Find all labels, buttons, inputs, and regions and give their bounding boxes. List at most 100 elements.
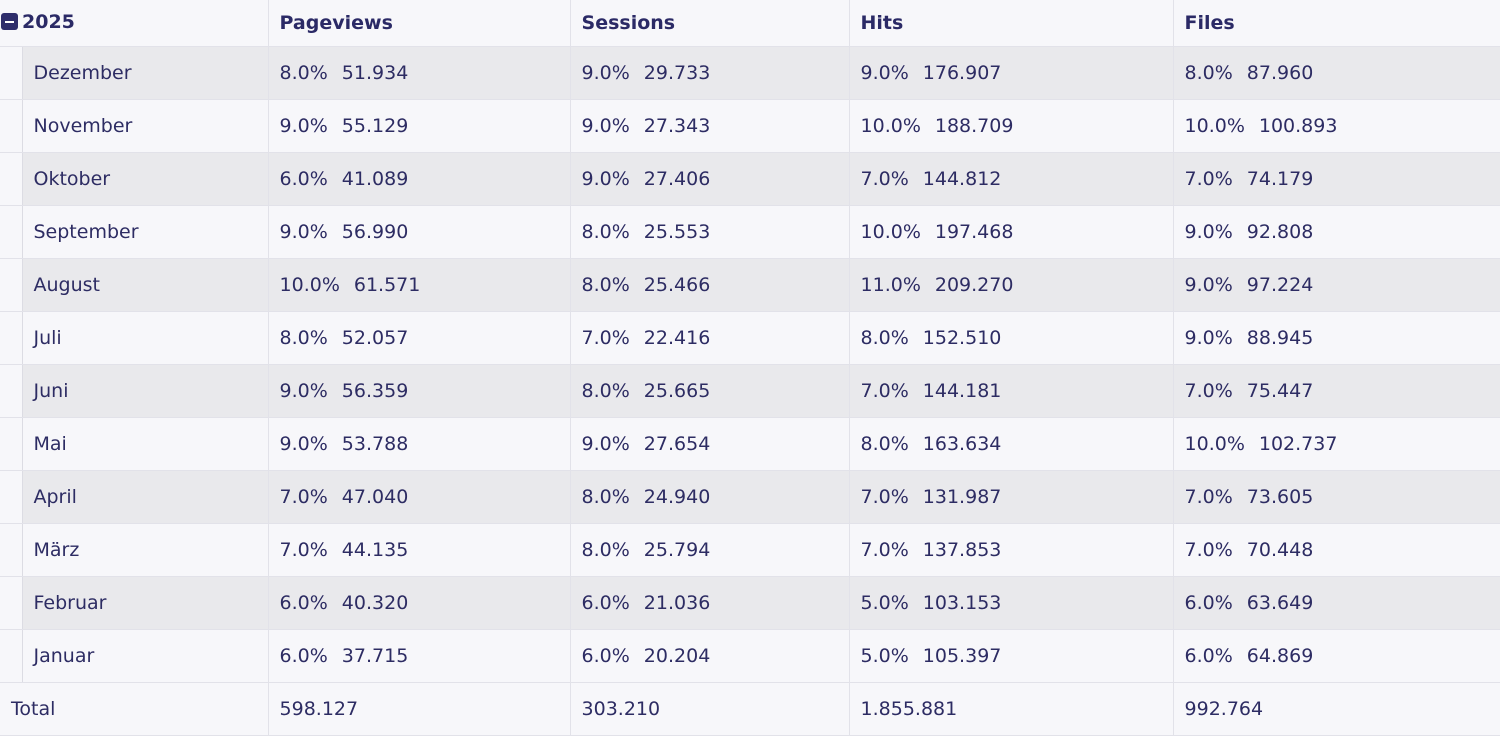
pageviews-percent: 8.0% xyxy=(279,327,328,349)
pageviews-percent: 7.0% xyxy=(279,539,328,561)
table-row[interactable]: April 7.0% 47.040 8.0% 24.940 7.0% 131.987 7.0%… xyxy=(0,470,1500,524)
hits-value: 144.812 xyxy=(922,168,1002,190)
pageviews-cell: 6.0% 37.715 xyxy=(268,629,571,683)
row-indent xyxy=(0,258,23,312)
sessions-value: 27.406 xyxy=(643,168,711,190)
table-row[interactable]: November 9.0% 55.129 9.0% 27.343 10.0% 188.709… xyxy=(0,99,1500,153)
table-header-row: 2025 Pageviews Sessions Hits Files xyxy=(0,0,1500,47)
files-value: 70.448 xyxy=(1246,539,1314,561)
collapse-icon[interactable] xyxy=(1,13,18,31)
sessions-value: 25.553 xyxy=(643,221,711,243)
files-percent: 6.0% xyxy=(1184,645,1233,667)
files-value: 100.893 xyxy=(1258,115,1338,137)
files-cell: 7.0% 73.605 xyxy=(1173,470,1500,524)
hits-cell: 11.0% 209.270 xyxy=(849,258,1174,312)
column-header-sessions[interactable]: Sessions xyxy=(570,0,850,47)
pageviews-value: 56.359 xyxy=(341,380,409,402)
files-percent: 7.0% xyxy=(1184,168,1233,190)
column-header-hits[interactable]: Hits xyxy=(849,0,1174,47)
files-value: 97.224 xyxy=(1246,274,1314,296)
table-row[interactable]: Juli 8.0% 52.057 7.0% 22.416 8.0% 152.510 9.0% 8… xyxy=(0,311,1500,365)
sessions-cell: 6.0% 21.036 xyxy=(570,576,850,630)
hits-value: 131.987 xyxy=(922,486,1002,508)
sessions-cell: 9.0% 27.654 xyxy=(570,417,850,471)
sessions-cell: 8.0% 24.940 xyxy=(570,470,850,524)
pageviews-value: 37.715 xyxy=(341,645,409,667)
month-cell: Februar xyxy=(22,576,269,630)
files-cell: 6.0% 63.649 xyxy=(1173,576,1500,630)
table-row[interactable]: Dezember 8.0% 51.934 9.0% 29.733 9.0% 176.907 8… xyxy=(0,46,1500,100)
hits-value: 137.853 xyxy=(922,539,1002,561)
hits-value: 105.397 xyxy=(922,645,1002,667)
row-indent xyxy=(0,576,23,630)
sessions-value: 25.466 xyxy=(643,274,711,296)
hits-cell: 8.0% 152.510 xyxy=(849,311,1174,365)
month-cell: Juni xyxy=(22,364,269,418)
files-value: 74.179 xyxy=(1246,168,1314,190)
sessions-value: 27.654 xyxy=(643,433,711,455)
sessions-percent: 8.0% xyxy=(581,486,630,508)
sessions-percent: 9.0% xyxy=(581,168,630,190)
table-row[interactable]: Februar 6.0% 40.320 6.0% 21.036 5.0% 103.153 6.… xyxy=(0,576,1500,630)
hits-cell: 10.0% 188.709 xyxy=(849,99,1174,153)
sessions-cell: 9.0% 29.733 xyxy=(570,46,850,100)
sessions-percent: 8.0% xyxy=(581,274,630,296)
table-row[interactable]: September 9.0% 56.990 8.0% 25.553 10.0% 197.46… xyxy=(0,205,1500,259)
table-row[interactable]: Mai 9.0% 53.788 9.0% 27.654 8.0% 163.634 10.0% 1… xyxy=(0,417,1500,471)
pageviews-percent: 7.0% xyxy=(279,486,328,508)
table-row[interactable]: März 7.0% 44.135 8.0% 25.794 7.0% 137.853 7.0% 7… xyxy=(0,523,1500,577)
month-cell: August xyxy=(22,258,269,312)
table-row[interactable]: Juni 9.0% 56.359 8.0% 25.665 7.0% 144.181 7.0% 7… xyxy=(0,364,1500,418)
row-indent xyxy=(0,417,23,471)
month-cell: Oktober xyxy=(22,152,269,206)
pageviews-cell: 9.0% 56.359 xyxy=(268,364,571,418)
sessions-value: 25.794 xyxy=(643,539,711,561)
sessions-value: 20.204 xyxy=(643,645,711,667)
sessions-cell: 8.0% 25.553 xyxy=(570,205,850,259)
pageviews-percent: 8.0% xyxy=(279,62,328,84)
pageviews-cell: 6.0% 40.320 xyxy=(268,576,571,630)
files-value: 64.869 xyxy=(1246,645,1314,667)
files-cell: 10.0% 102.737 xyxy=(1173,417,1500,471)
row-indent xyxy=(0,152,23,206)
files-cell: 9.0% 92.808 xyxy=(1173,205,1500,259)
pageviews-percent: 9.0% xyxy=(279,115,328,137)
hits-percent: 7.0% xyxy=(860,539,909,561)
pageviews-cell: 9.0% 56.990 xyxy=(268,205,571,259)
pageviews-value: 56.990 xyxy=(341,221,409,243)
month-cell: Mai xyxy=(22,417,269,471)
sessions-percent: 9.0% xyxy=(581,115,630,137)
column-header-pageviews[interactable]: Pageviews xyxy=(268,0,571,47)
hits-cell: 7.0% 137.853 xyxy=(849,523,1174,577)
column-header-files[interactable]: Files xyxy=(1173,0,1500,47)
files-percent: 6.0% xyxy=(1184,592,1233,614)
hits-percent: 10.0% xyxy=(860,221,921,243)
month-cell: April xyxy=(22,470,269,524)
sessions-value: 25.665 xyxy=(643,380,711,402)
sessions-cell: 8.0% 25.466 xyxy=(570,258,850,312)
sessions-cell: 7.0% 22.416 xyxy=(570,311,850,365)
table-row[interactable]: Oktober 6.0% 41.089 9.0% 27.406 7.0% 144.812 7.… xyxy=(0,152,1500,206)
pageviews-percent: 9.0% xyxy=(279,221,328,243)
hits-cell: 8.0% 163.634 xyxy=(849,417,1174,471)
row-indent xyxy=(0,523,23,577)
sessions-percent: 9.0% xyxy=(581,62,630,84)
hits-percent: 7.0% xyxy=(860,168,909,190)
sessions-cell: 9.0% 27.406 xyxy=(570,152,850,206)
month-cell: September xyxy=(22,205,269,259)
sessions-percent: 6.0% xyxy=(581,645,630,667)
files-value: 92.808 xyxy=(1246,221,1314,243)
hits-cell: 7.0% 144.812 xyxy=(849,152,1174,206)
pageviews-cell: 6.0% 41.089 xyxy=(268,152,571,206)
files-percent: 9.0% xyxy=(1184,274,1233,296)
sessions-percent: 8.0% xyxy=(581,539,630,561)
files-value: 88.945 xyxy=(1246,327,1314,349)
sessions-percent: 8.0% xyxy=(581,380,630,402)
table-row[interactable]: Januar 6.0% 37.715 6.0% 20.204 5.0% 105.397 6.0… xyxy=(0,629,1500,683)
files-percent: 7.0% xyxy=(1184,380,1233,402)
row-indent xyxy=(0,629,23,683)
hits-cell: 7.0% 131.987 xyxy=(849,470,1174,524)
table-row[interactable]: August 10.0% 61.571 8.0% 25.466 11.0% 209.270 9… xyxy=(0,258,1500,312)
sessions-value: 21.036 xyxy=(643,592,711,614)
pageviews-value: 61.571 xyxy=(353,274,421,296)
